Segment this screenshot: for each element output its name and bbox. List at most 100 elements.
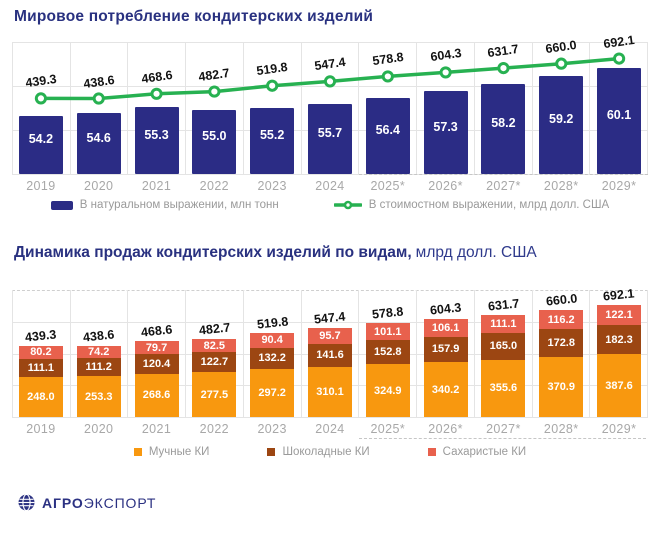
chart1-title: Мировое потребление кондитерских изделий <box>14 8 374 25</box>
bar-2019: 54.2 <box>18 116 63 174</box>
line-point <box>208 85 221 98</box>
x-axis-label: 2021 <box>141 422 172 436</box>
line-swatch-icon <box>333 200 362 210</box>
x-axis-label: 2026* <box>428 179 463 193</box>
segment-flour: 248.0 <box>18 376 63 417</box>
segment-chocolate: 111.2 <box>76 358 121 376</box>
chart1-plot-area: 54.2 54.6 55.3 55.0 55.2 55.7 56.4 57.3 58.2 59.2… <box>12 32 648 175</box>
chart2-plot-area: 439.3 80.2 111.1 248.0 438.6 74.2 111.2 253.3 46… <box>12 283 648 418</box>
segment-flour: 355.6 <box>481 359 526 417</box>
x-axis-label: 2028* <box>543 179 579 193</box>
segment-chocolate: 132.2 <box>250 347 295 369</box>
grid-column <box>300 290 359 417</box>
total-value-label: 438.6 <box>82 327 116 345</box>
grid-column <box>531 42 590 174</box>
segment-value-label: 95.7 <box>319 330 341 343</box>
line-point <box>266 79 279 92</box>
legend-item-natural: В натуральном выражении, млн тонн <box>50 199 279 211</box>
bar-column: 59.2 <box>532 76 590 174</box>
bar-value-label: 57.3 <box>433 119 458 134</box>
segment-flour: 253.3 <box>76 376 121 417</box>
stacked-bar-2023: 519.8 90.4 132.2 297.2 <box>243 314 301 417</box>
bar-stack: 82.5 122.7 277.5 <box>192 338 237 417</box>
x-axis-label: 2019 <box>26 179 56 193</box>
chart1-line-series <box>34 52 626 105</box>
grid-column <box>589 42 647 174</box>
grid-column <box>300 42 359 174</box>
segment-value-label: 106.1 <box>431 321 460 334</box>
x-axis-label: 2019 <box>26 422 56 436</box>
segment-sugar: 79.7 <box>134 341 179 354</box>
chart2-title: Динамика продаж кондитерских изделий по … <box>14 244 648 262</box>
chart2-title-main: Динамика продаж кондитерских изделий по … <box>14 244 412 261</box>
x-axis-label: 2023 <box>257 422 287 436</box>
segment-flour: 277.5 <box>192 372 237 417</box>
bar-stack: 95.7 141.6 310.1 <box>308 328 352 417</box>
bar-2027*: 58.2 <box>481 84 526 174</box>
segment-value-label: 310.1 <box>316 385 344 398</box>
segment-value-label: 297.2 <box>258 386 286 399</box>
gridline <box>12 42 648 43</box>
segment-value-label: 82.5 <box>203 339 226 352</box>
grid-column <box>473 42 532 174</box>
x-axis-label: 2025* <box>370 422 406 436</box>
segment-sugar: 80.2 <box>18 345 63 359</box>
x-axis-label: 2027* <box>486 179 521 193</box>
chart2-x-axis: 2019 2020 2021 2022 2023 2024 2025* 2026* 2027* 2… <box>12 422 648 439</box>
segment-flour: 324.9 <box>365 364 410 417</box>
chart2-title-unit: млрд долл. США <box>415 244 537 261</box>
segment-value-label: 340.2 <box>431 383 460 396</box>
segment-value-label: 122.1 <box>605 308 633 321</box>
segment-flour: 310.1 <box>308 366 352 417</box>
stacked-bar-2021: 468.6 79.7 120.4 268.6 <box>128 322 186 417</box>
bar-value-label: 54.2 <box>28 132 54 146</box>
total-value-label: 468.6 <box>140 322 173 340</box>
bar-2026*: 57.3 <box>423 91 468 174</box>
x-axis-label: 2022 <box>199 179 230 193</box>
segment-value-label: 101.1 <box>374 325 402 338</box>
x-axis-label: 2025* <box>370 179 406 193</box>
bar-stack: 106.1 157.9 340.2 <box>423 319 468 417</box>
bar-2025*: 56.4 <box>365 98 410 174</box>
bar-value-label: 60.1 <box>606 108 632 122</box>
grid-column <box>127 290 185 417</box>
x-axis-label: 2024 <box>315 179 345 193</box>
segment-value-label: 79.7 <box>145 341 168 354</box>
globe-icon <box>18 494 35 511</box>
segment-sugar: 122.1 <box>597 305 641 325</box>
total-value-label: 578.8 <box>371 304 405 322</box>
stacked-bar-2019: 439.3 80.2 111.1 248.0 <box>12 327 70 417</box>
segment-value-label: 248.0 <box>27 390 55 403</box>
segment-chocolate: 172.8 <box>539 329 584 357</box>
line-point <box>92 92 105 105</box>
total-value-label: 660.0 <box>544 291 578 309</box>
line-point <box>497 62 510 75</box>
bar-stack: 90.4 132.2 297.2 <box>250 332 295 417</box>
segment-value-label: 182.3 <box>605 333 633 346</box>
segment-value-label: 141.6 <box>316 349 344 362</box>
x-axis-label: 2028* <box>543 422 579 436</box>
segment-sugar: 101.1 <box>365 323 410 340</box>
line-point <box>34 92 48 105</box>
bar-stack: 79.7 120.4 268.6 <box>134 341 179 417</box>
legend-item-chocolate: Шоколадные КИ <box>267 446 370 458</box>
legend-item-sugar: Сахаристые КИ <box>427 446 526 458</box>
bar-value-label: 59.2 <box>549 112 574 126</box>
segment-chocolate: 157.9 <box>423 336 468 362</box>
segment-sugar: 95.7 <box>308 328 352 344</box>
bar-stack: 74.2 111.2 253.3 <box>76 346 121 417</box>
bar-column: 55.7 <box>301 104 359 174</box>
segment-chocolate: 182.3 <box>597 324 641 355</box>
segment-sugar: 106.1 <box>423 319 468 337</box>
grid-column <box>242 290 301 417</box>
bar-swatch-icon <box>50 200 73 210</box>
line-point <box>381 70 394 83</box>
segment-value-label: 277.5 <box>200 388 229 401</box>
square-swatch-icon <box>133 448 142 456</box>
segment-flour: 370.9 <box>539 357 584 417</box>
segment-value-label: 253.3 <box>84 390 113 403</box>
chart1-bars: 54.2 54.6 55.3 55.0 55.2 55.7 56.4 57.3 58.2 59.2… <box>12 36 648 174</box>
total-value-label: 604.3 <box>429 300 462 318</box>
segment-chocolate: 111.1 <box>18 358 63 377</box>
